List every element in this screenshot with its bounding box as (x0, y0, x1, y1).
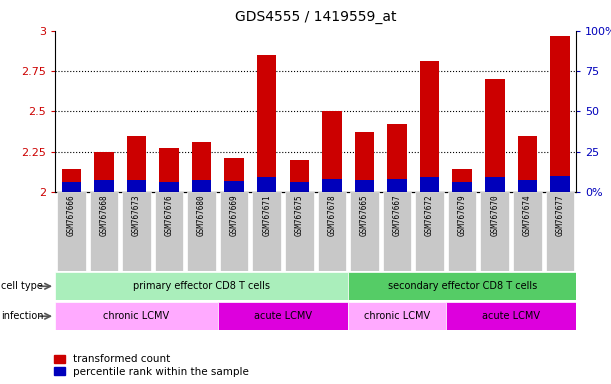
Legend: transformed count, percentile rank within the sample: transformed count, percentile rank withi… (54, 354, 249, 377)
Bar (192, 142, 211, 192)
Bar (348, 302, 446, 330)
Text: acute LCMV: acute LCMV (254, 311, 312, 321)
Text: GSM767674: GSM767674 (523, 194, 532, 236)
Bar (218, 302, 348, 330)
Text: infection: infection (1, 311, 44, 321)
Text: GSM767672: GSM767672 (425, 194, 434, 236)
Text: GSM767669: GSM767669 (230, 194, 239, 236)
Text: acute LCMV: acute LCMV (482, 311, 540, 321)
Bar (448, 192, 477, 271)
Bar (518, 136, 537, 192)
Bar (122, 192, 151, 271)
Bar (290, 182, 309, 192)
Text: GSM767667: GSM767667 (392, 194, 401, 236)
Bar (485, 177, 505, 192)
Bar (159, 149, 179, 192)
Bar (420, 61, 439, 192)
Bar (354, 180, 374, 192)
Bar (518, 180, 537, 192)
Bar (382, 192, 411, 271)
Bar (546, 192, 574, 271)
Text: chronic LCMV: chronic LCMV (103, 311, 169, 321)
Bar (62, 182, 81, 192)
Text: GSM767673: GSM767673 (132, 194, 141, 236)
Bar (348, 272, 576, 300)
Bar (318, 192, 346, 271)
Text: GSM767675: GSM767675 (295, 194, 304, 236)
Bar (485, 79, 505, 192)
Text: GSM767670: GSM767670 (490, 194, 499, 236)
Bar (446, 302, 576, 330)
Text: chronic LCMV: chronic LCMV (364, 311, 430, 321)
Text: GSM767666: GSM767666 (67, 194, 76, 236)
Bar (220, 192, 249, 271)
Bar (55, 272, 348, 300)
Bar (126, 180, 146, 192)
Text: primary effector CD8 T cells: primary effector CD8 T cells (133, 281, 270, 291)
Text: GSM767676: GSM767676 (164, 194, 174, 236)
Bar (187, 192, 216, 271)
Bar (224, 158, 244, 192)
Bar (452, 182, 472, 192)
Bar (387, 179, 407, 192)
Bar (94, 180, 114, 192)
Bar (257, 177, 277, 192)
Bar (257, 55, 277, 192)
Bar (420, 177, 439, 192)
Text: GSM767678: GSM767678 (327, 194, 337, 236)
Bar (90, 192, 118, 271)
Bar (155, 192, 183, 271)
Text: GSM767680: GSM767680 (197, 194, 206, 236)
Text: GSM767665: GSM767665 (360, 194, 369, 236)
Text: GSM767677: GSM767677 (555, 194, 565, 236)
Text: GSM767671: GSM767671 (262, 194, 271, 236)
Bar (55, 302, 218, 330)
Bar (94, 152, 114, 192)
Bar (322, 111, 342, 192)
Bar (159, 182, 179, 192)
Bar (62, 169, 81, 192)
Bar (192, 180, 211, 192)
Bar (513, 192, 541, 271)
Bar (350, 192, 379, 271)
Text: GSM767668: GSM767668 (100, 194, 108, 236)
Bar (285, 192, 313, 271)
Bar (322, 179, 342, 192)
Bar (57, 192, 86, 271)
Bar (550, 36, 569, 192)
Bar (480, 192, 509, 271)
Bar (550, 176, 569, 192)
Bar (452, 169, 472, 192)
Bar (387, 124, 407, 192)
Bar (415, 192, 444, 271)
Text: GSM767679: GSM767679 (458, 194, 467, 236)
Bar (290, 160, 309, 192)
Text: cell type: cell type (1, 281, 43, 291)
Bar (354, 132, 374, 192)
Bar (224, 181, 244, 192)
Text: GDS4555 / 1419559_at: GDS4555 / 1419559_at (235, 10, 397, 23)
Bar (252, 192, 281, 271)
Text: secondary effector CD8 T cells: secondary effector CD8 T cells (387, 281, 537, 291)
Bar (126, 136, 146, 192)
